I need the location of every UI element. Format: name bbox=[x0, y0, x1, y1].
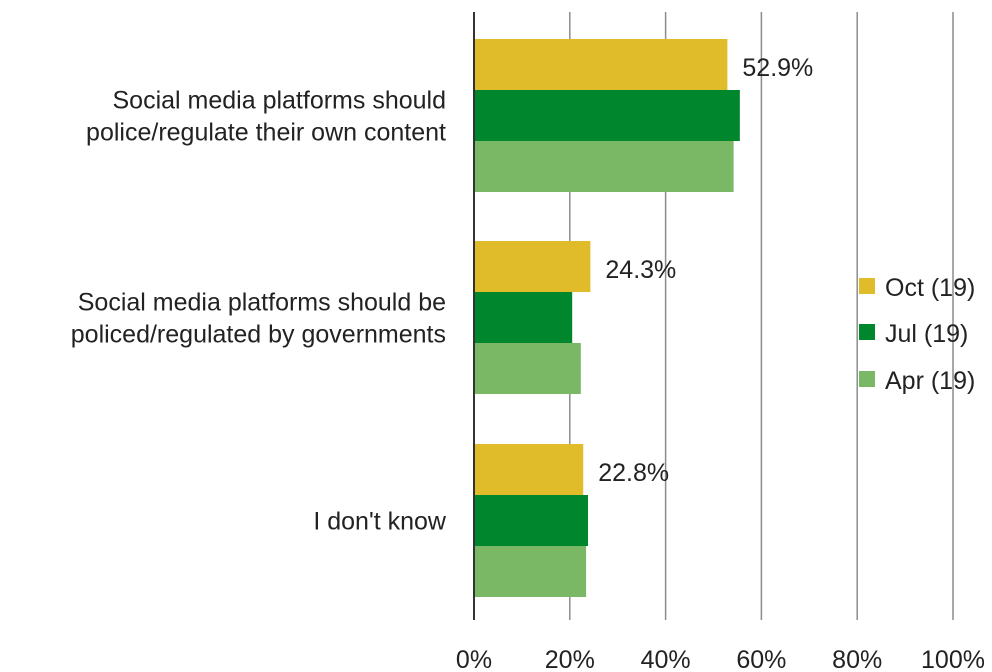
legend-swatch bbox=[859, 278, 875, 294]
data-label: 22.8% bbox=[598, 459, 669, 487]
legend-label: Apr (19) bbox=[885, 367, 975, 395]
category-label: I don't know bbox=[313, 508, 447, 536]
x-tick-label: 100% bbox=[921, 646, 985, 672]
bar bbox=[474, 546, 587, 597]
x-tick-label: 80% bbox=[832, 646, 882, 672]
legend-label: Oct (19) bbox=[885, 274, 975, 302]
bar bbox=[474, 90, 740, 141]
legend: Oct (19) Jul (19) Apr (19) bbox=[859, 274, 975, 395]
legend-swatch bbox=[859, 371, 875, 387]
data-label: 24.3% bbox=[605, 256, 676, 284]
bar bbox=[474, 495, 589, 546]
x-axis: 0% 20% 40% 60% 80% 100% bbox=[456, 12, 985, 672]
category-label: policed/regulated by governments bbox=[71, 321, 446, 349]
legend-swatch bbox=[859, 324, 875, 340]
x-tick-label: 20% bbox=[545, 646, 595, 672]
category-label: Social media platforms should bbox=[113, 87, 447, 115]
bar bbox=[474, 444, 584, 495]
category-label: Social media platforms should be bbox=[78, 289, 446, 317]
bar bbox=[474, 241, 591, 292]
data-label: 52.9% bbox=[742, 54, 813, 82]
legend-label: Jul (19) bbox=[885, 320, 968, 348]
bar bbox=[474, 39, 728, 90]
x-tick-label: 40% bbox=[641, 646, 691, 672]
bar bbox=[474, 141, 734, 192]
x-tick-label: 0% bbox=[456, 646, 492, 672]
x-tick-label: 60% bbox=[736, 646, 786, 672]
data-labels: 52.9% 24.3% 22.8% bbox=[598, 54, 813, 487]
bar bbox=[474, 292, 573, 343]
bar bbox=[474, 343, 581, 394]
category-label: police/regulate their own content bbox=[86, 119, 446, 147]
bars bbox=[474, 39, 740, 597]
category-labels: Social media platforms should police/regu… bbox=[71, 87, 447, 536]
